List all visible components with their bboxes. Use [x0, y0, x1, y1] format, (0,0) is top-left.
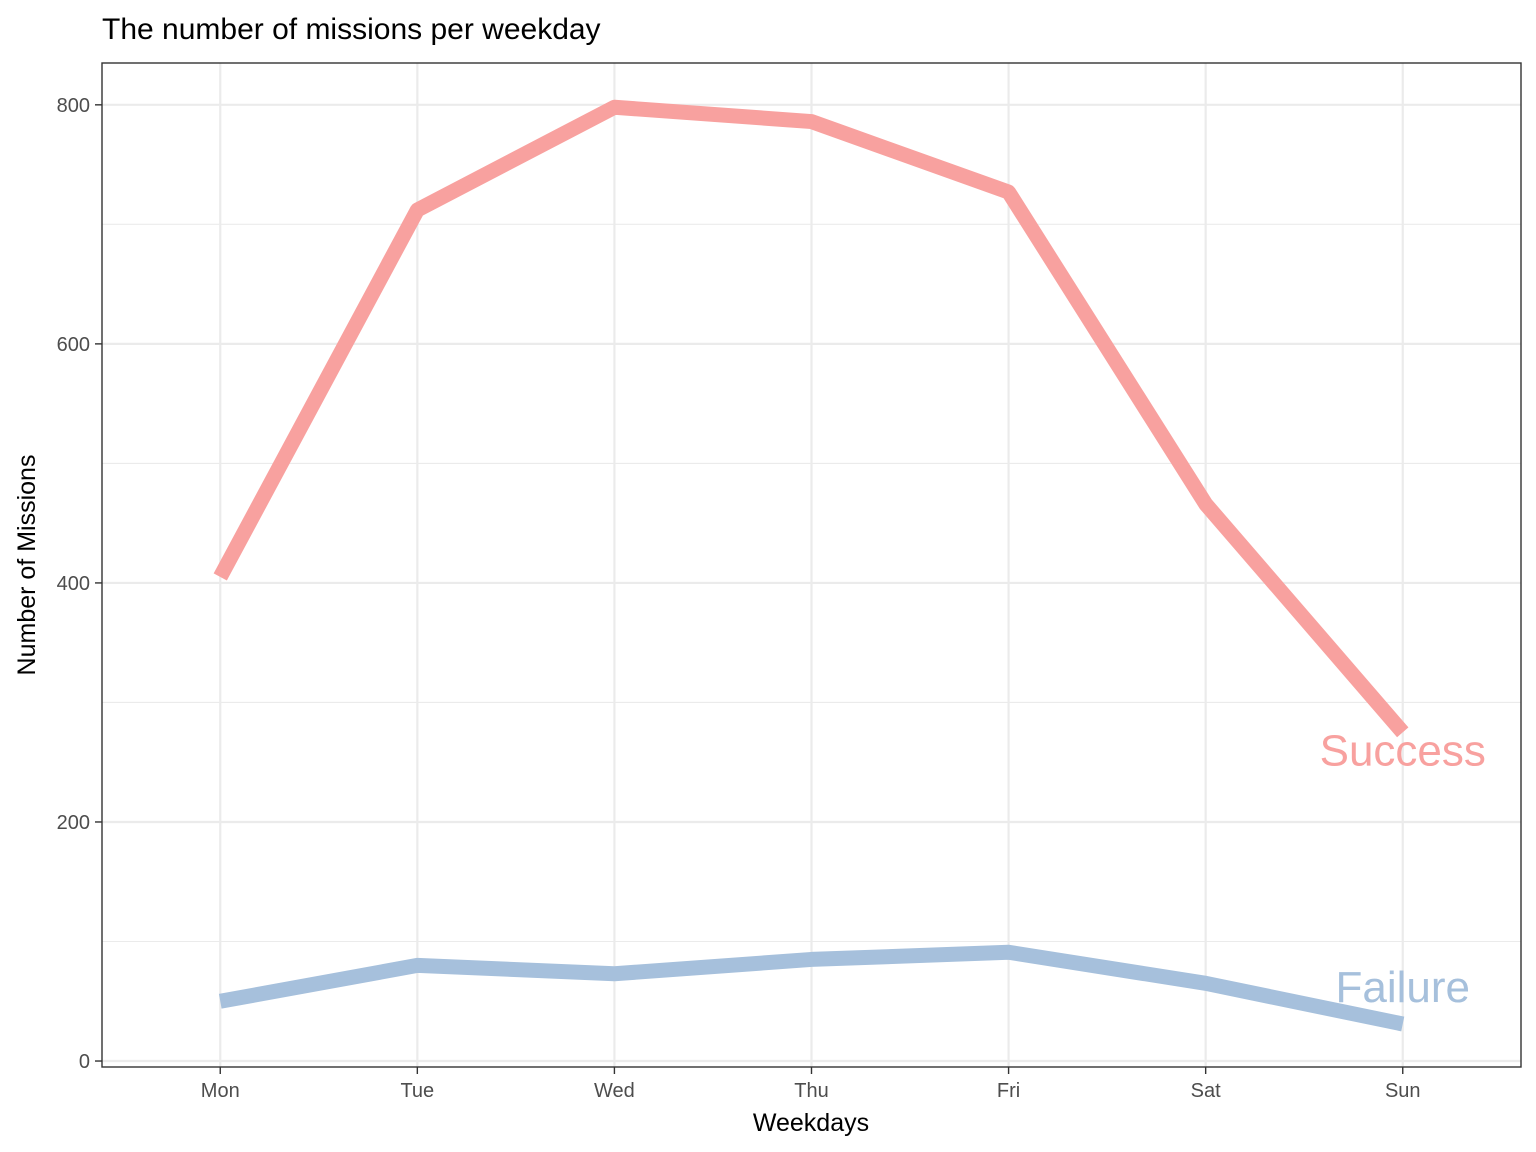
chart-title: The number of missions per weekday — [102, 13, 601, 46]
series-line-success — [213, 99, 1409, 738]
annotation-success: Success — [1320, 726, 1486, 775]
x-axis-title: Weekdays — [753, 1109, 869, 1137]
gridlines — [102, 63, 1521, 1067]
x-tick-label: Sun — [1385, 1080, 1421, 1102]
y-tick-label: 600 — [57, 334, 90, 356]
x-tick-label: Tue — [400, 1080, 434, 1102]
y-tick-label: 400 — [57, 573, 90, 595]
axes: 0 200 400 600 800 Mon Tue Wed Thu Fri Sat Sun — [57, 95, 1421, 1102]
x-tick-label: Mon — [201, 1080, 240, 1102]
series-lines — [213, 99, 1409, 1032]
annotation-failure: Failure — [1336, 963, 1471, 1012]
x-tick-label: Fri — [997, 1080, 1020, 1102]
x-tick-label: Sat — [1191, 1080, 1221, 1102]
y-tick-label: 200 — [57, 812, 90, 834]
x-tick-label: Thu — [794, 1080, 828, 1102]
y-axis-title: Number of Missions — [13, 455, 41, 676]
x-tick-label: Wed — [594, 1080, 635, 1102]
y-tick-label: 0 — [79, 1051, 90, 1073]
series-annotations: Success Failure — [1320, 726, 1486, 1012]
y-tick-label: 800 — [57, 95, 90, 117]
series-line-failure — [218, 944, 1405, 1032]
